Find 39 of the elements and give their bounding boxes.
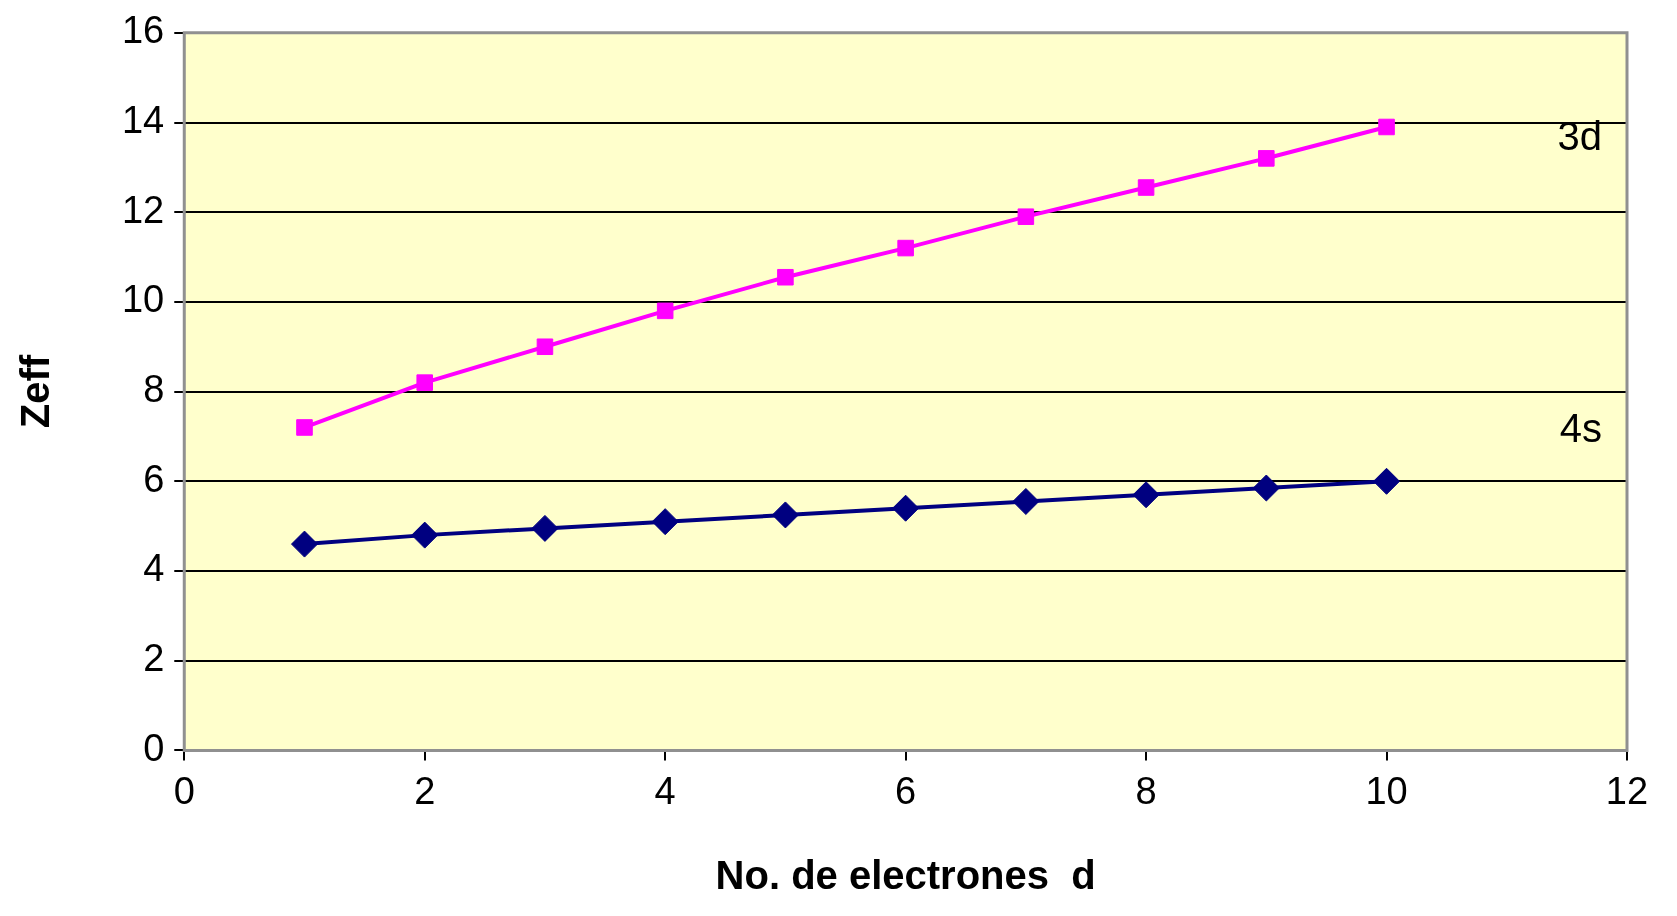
y-tick-label: 4 — [143, 547, 165, 590]
point — [536, 338, 554, 356]
x-axis-title: No. de electrones d — [715, 853, 1096, 898]
y-tick-label: 12 — [121, 188, 165, 231]
point — [892, 494, 920, 522]
point — [651, 508, 679, 536]
x-tick-label: 8 — [1135, 769, 1157, 812]
point — [656, 302, 674, 320]
x-tick-label: 0 — [173, 769, 195, 812]
y-tick-label: 14 — [121, 98, 165, 141]
point — [771, 501, 799, 529]
point — [897, 239, 914, 257]
y-tick-label: 10 — [121, 278, 165, 321]
point — [291, 530, 318, 558]
point — [1017, 208, 1035, 225]
x-tick-label: 10 — [1365, 769, 1408, 812]
y-axis-title: Zeff — [13, 354, 58, 429]
point — [1378, 118, 1395, 136]
point — [416, 374, 433, 391]
x-tick-label: 4 — [654, 769, 676, 812]
point — [777, 268, 794, 286]
y-tick-label: 0 — [143, 726, 165, 769]
point — [1258, 150, 1275, 167]
point — [411, 521, 439, 549]
y-tick-label: 6 — [143, 457, 165, 500]
y-tick-label: 16 — [121, 9, 165, 52]
point — [531, 514, 559, 542]
point — [1012, 487, 1040, 515]
y-tick-label: 2 — [143, 637, 165, 680]
point — [1252, 474, 1280, 502]
x-tick-label: 6 — [895, 769, 917, 812]
x-tick-label: 2 — [414, 769, 436, 812]
text: 4s — [1559, 406, 1602, 451]
point — [296, 419, 313, 436]
point — [1132, 481, 1160, 509]
point — [1137, 179, 1155, 196]
point — [1373, 467, 1401, 495]
y-tick-label: 8 — [143, 368, 165, 411]
x-tick-label: 12 — [1605, 769, 1649, 812]
